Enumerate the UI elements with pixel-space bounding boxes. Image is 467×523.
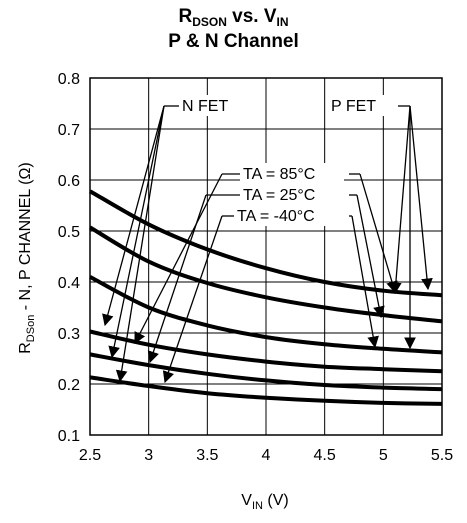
x-tick-label: 3: [144, 447, 153, 464]
y-tick-label: 0.5: [58, 224, 80, 241]
annotation-arrow: [410, 106, 428, 289]
y-tick-label: 0.1: [58, 428, 80, 445]
x-axis-label: VIN (V): [241, 492, 288, 512]
x-tick-label: 3.5: [196, 447, 218, 464]
n-fet-label: N FET: [182, 98, 228, 115]
annotation-arrow: [395, 106, 410, 293]
ta-minus40-label: TA = -40°C: [237, 208, 315, 225]
p-fet-label: P FET: [331, 98, 376, 115]
y-tick-label: 0.3: [58, 326, 80, 343]
y-tick-label: 0.4: [58, 275, 80, 292]
x-tick-label: 4: [262, 447, 271, 464]
y-tick-label: 0.8: [58, 71, 80, 88]
y-tick-label: 0.6: [58, 173, 80, 190]
x-tick-label: 5.5: [431, 447, 453, 464]
annotation-arrow: [357, 195, 381, 317]
x-tick-label: 2.5: [79, 447, 101, 464]
ta-85-label: TA = 85°C: [243, 166, 315, 183]
ta-25-label: TA = 25°C: [243, 187, 315, 204]
y-tick-label: 0.2: [58, 377, 80, 394]
x-tick-label: 5: [379, 447, 388, 464]
x-tick-label: 4.5: [314, 447, 336, 464]
y-axis-label: RDSon - N, P CHANNEL (Ω): [17, 162, 37, 354]
y-tick-label: 0.7: [58, 122, 80, 139]
annotation-arrow: [360, 174, 395, 292]
